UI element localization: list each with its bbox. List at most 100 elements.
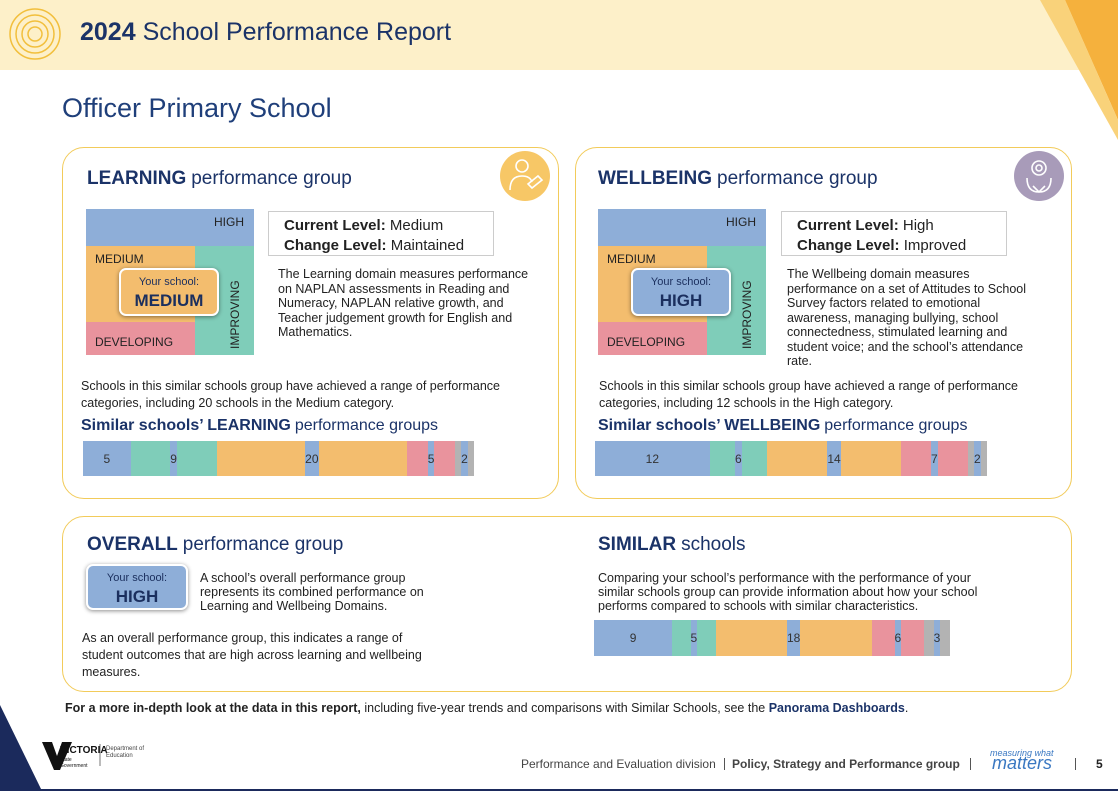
matrix-high xyxy=(86,209,254,246)
heading-bold: WELLBEING xyxy=(598,168,712,189)
your-school-value: HIGH xyxy=(659,291,703,310)
heading-bold: Similar schools’ WELLBEING xyxy=(598,417,821,434)
separator xyxy=(1075,758,1076,770)
heading-rest: performance group xyxy=(191,168,352,189)
high-label: HIGH xyxy=(214,215,244,229)
your-school-value: HIGH xyxy=(115,587,159,606)
developing-label: DEVELOPING xyxy=(607,335,686,349)
learning-matrix: HIGH MEDIUM DEVELOPING IMPROVING Your school… xyxy=(86,209,254,355)
bar-segment: 5 xyxy=(83,441,131,476)
level-value: Medium xyxy=(389,217,444,234)
learning-levels: Current Level: Medium Change Level: Main… xyxy=(268,211,494,256)
learning-similar-heading: Similar schools’ LEARNING performance gro… xyxy=(81,417,438,435)
report-title-text: School Performance Report xyxy=(142,18,452,46)
segment-label: 9 xyxy=(629,620,637,656)
segment-label: 7 xyxy=(931,441,938,476)
bar-segment: 5 xyxy=(672,620,716,656)
bar-segment: 3 xyxy=(923,620,950,656)
your-school-label: Your school: xyxy=(650,276,712,288)
heading-bold: LEARNING xyxy=(87,168,187,189)
bar-segment: 14 xyxy=(767,441,901,476)
bar-segment: 7 xyxy=(900,441,968,476)
segment-label: 12 xyxy=(645,441,660,476)
level-label: Change Level: xyxy=(797,237,900,254)
similar-heading: SIMILAR schools xyxy=(598,534,746,556)
matrix-developing xyxy=(598,322,707,355)
segment-label: 5 xyxy=(427,441,435,476)
wellbeing-similar-text: Schools in this similar schools group ha… xyxy=(599,379,1018,410)
bar-segment: 12 xyxy=(595,441,710,476)
segment-label: 5 xyxy=(690,620,698,656)
matrix-developing xyxy=(86,322,195,355)
note-bold: For a more in-depth look at the data in … xyxy=(65,701,361,715)
segment-label: 2 xyxy=(461,441,468,476)
wellbeing-similar-heading: Similar schools’ WELLBEING performance gr… xyxy=(598,417,967,435)
segment-label: 9 xyxy=(170,441,177,476)
improving-label: IMPROVING xyxy=(228,280,242,349)
overall-description: A school’s overall performance group rep… xyxy=(200,571,424,613)
heading-bold: OVERALL xyxy=(87,534,178,555)
medium-label: MEDIUM xyxy=(95,252,144,266)
note-text: including five-year trends and compariso… xyxy=(364,701,766,715)
wellbeing-card xyxy=(575,147,1072,499)
division: Performance and Evaluation division xyxy=(521,757,716,771)
segment-label: 2 xyxy=(974,441,981,476)
learning-description: The Learning domain measures performance… xyxy=(278,267,529,339)
bar-segment: 5 xyxy=(407,441,455,476)
panorama-link[interactable]: Panorama Dashboards xyxy=(768,701,905,715)
medium-label: MEDIUM xyxy=(607,252,656,266)
segment-label: 5 xyxy=(103,441,111,476)
bar-segment: 6 xyxy=(871,620,924,656)
level-label: Current Level: xyxy=(284,217,386,234)
heading-bold: Similar schools’ LEARNING xyxy=(81,417,291,434)
heading-rest: performance group xyxy=(717,168,878,189)
tagline-small: measuring what xyxy=(990,748,1054,758)
segment-label: 20 xyxy=(305,441,319,476)
heading-rest: performance groups xyxy=(294,417,439,434)
overall-card xyxy=(62,516,1072,692)
wellbeing-description: The Wellbeing domain measures performanc… xyxy=(787,267,1027,368)
bar-segment: 9 xyxy=(130,441,217,476)
level-label: Current Level: xyxy=(797,217,899,234)
your-school-value: MEDIUM xyxy=(134,291,204,310)
wellbeing-heading: WELLBEING performance group xyxy=(598,168,878,190)
heading-rest: schools xyxy=(681,534,746,555)
matrix-high xyxy=(598,209,766,246)
similar-distribution: 9 5 18 6 3 xyxy=(594,620,950,656)
footer-note: For a more in-depth look at the data in … xyxy=(65,701,908,715)
developing-label: DEVELOPING xyxy=(95,335,174,349)
level-value: Improved xyxy=(903,237,967,254)
department: Department of Education xyxy=(106,746,145,759)
school-name: Officer Primary School xyxy=(62,93,332,123)
report-title: 2024 School Performance Report xyxy=(80,18,451,47)
heading-rest: performance group xyxy=(182,534,344,555)
bar-segment: 6 xyxy=(709,441,768,476)
overall-heading: OVERALL performance group xyxy=(87,534,343,556)
your-school-box: Your school: HIGH xyxy=(631,268,731,316)
improving-label: IMPROVING xyxy=(740,280,754,349)
segment-label: 18 xyxy=(787,620,801,656)
bar-segment: 2 xyxy=(454,441,474,476)
tagline-big: matters xyxy=(992,753,1053,773)
note-end: . xyxy=(904,701,909,715)
wellbeing-distribution: 12 6 14 7 2 xyxy=(595,441,987,476)
heading-rest: performance groups xyxy=(824,417,968,434)
similar-description: Comparing your school’s performance with… xyxy=(598,571,978,613)
your-school-label: Your school: xyxy=(106,572,168,584)
logo-name: VICTORIA xyxy=(60,745,108,756)
level-label: Change Level: xyxy=(284,237,387,254)
level-value: High xyxy=(902,217,934,234)
bar-segment: 18 xyxy=(715,620,872,656)
overall-your-school: Your school: HIGH xyxy=(86,564,188,610)
bar-segment: 2 xyxy=(967,441,987,476)
bar-segment: 20 xyxy=(216,441,408,476)
learning-distribution: 5 9 20 5 2 xyxy=(83,441,474,476)
separator xyxy=(724,758,725,770)
logo-sub: State Government xyxy=(60,757,88,769)
page-number: 5 xyxy=(1096,757,1103,771)
your-school-label: Your school: xyxy=(138,276,200,288)
segment-label: 14 xyxy=(827,441,841,476)
group: Policy, Strategy and Performance group xyxy=(732,757,960,771)
separator xyxy=(970,758,971,770)
